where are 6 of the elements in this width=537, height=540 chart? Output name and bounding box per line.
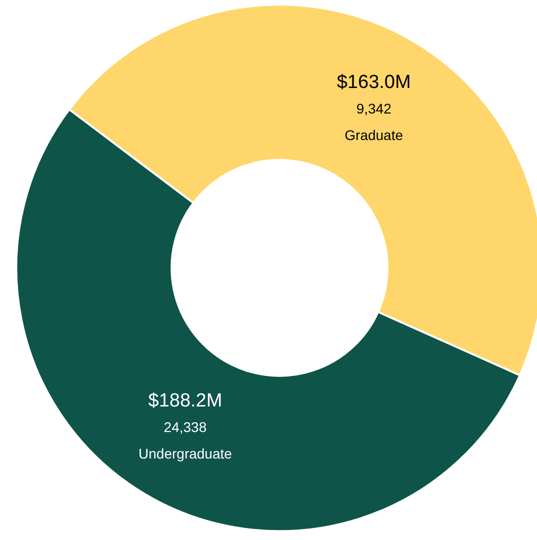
text: 24,338	[164, 419, 207, 436]
slice-label: Undergraduate	[138, 445, 232, 462]
data-label: $163.0M	[336, 72, 411, 93]
data-label: $188.2M	[148, 390, 222, 412]
text: 9,342	[356, 100, 392, 117]
slice-label: Graduate	[344, 126, 404, 143]
